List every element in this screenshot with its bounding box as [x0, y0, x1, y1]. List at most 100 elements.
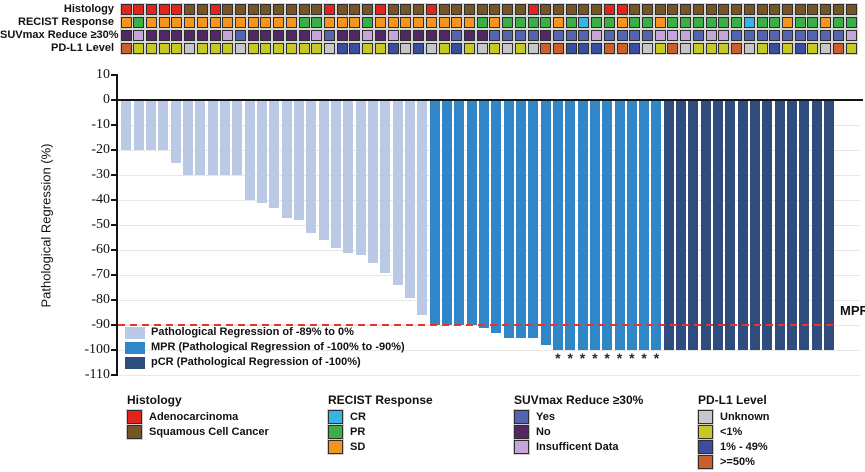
asterisk: * — [579, 350, 586, 366]
gridline — [118, 174, 860, 176]
bar — [293, 100, 304, 220]
recist-response-cell — [845, 17, 857, 28]
histology-cell — [832, 4, 844, 15]
legend-item-label: >=50% — [720, 456, 755, 468]
plot-legend-swatch — [125, 357, 145, 369]
histology-cell — [476, 4, 488, 15]
recist-response-cell — [349, 17, 361, 28]
suvmax-reduce-cell — [616, 30, 628, 41]
plot-legend-swatch — [125, 342, 145, 354]
suvmax-reduce-cell — [273, 30, 285, 41]
pdl1-level-cell — [807, 43, 819, 54]
y-tick — [111, 274, 117, 276]
pdl1-level-cell — [184, 43, 196, 54]
legend-swatch — [328, 440, 343, 454]
suvmax-reduce-cell — [196, 30, 208, 41]
histology-cell — [120, 4, 132, 15]
recist-response-cell — [451, 17, 463, 28]
recist-response-cell — [591, 17, 603, 28]
recist-response-cell — [514, 17, 526, 28]
legend-swatch — [127, 425, 142, 439]
histology-cell — [591, 4, 603, 15]
histology-cell — [374, 4, 386, 15]
pdl1-level-cell — [463, 43, 475, 54]
mpr-label: MPR — [840, 303, 865, 318]
histology-cell — [184, 4, 196, 15]
histology-cell — [731, 4, 743, 15]
y-tick-label: -70 — [91, 266, 110, 282]
legend-swatch — [514, 425, 529, 439]
bar — [417, 100, 428, 315]
pdl1-level-cell — [247, 43, 259, 54]
bar — [478, 100, 489, 328]
suvmax-reduce-cell — [820, 30, 832, 41]
y-tick — [111, 174, 117, 176]
bar — [355, 100, 366, 255]
bar — [219, 100, 230, 175]
track-label-pdl1-level: PD-L1 Level — [51, 42, 114, 54]
pdl1-level-cell — [311, 43, 323, 54]
suvmax-reduce-cell — [680, 30, 692, 41]
bar — [195, 100, 206, 175]
bar — [552, 100, 563, 350]
pdl1-level-cell — [781, 43, 793, 54]
legend-swatch — [514, 440, 529, 454]
bar — [787, 100, 798, 350]
bar — [737, 100, 748, 350]
histology-cell — [820, 4, 832, 15]
legend-item-label: CR — [350, 411, 366, 423]
pdl1-level-cell — [400, 43, 412, 54]
bar — [318, 100, 329, 240]
bar — [528, 100, 539, 338]
recist-response-cell — [120, 17, 132, 28]
bar — [676, 100, 687, 350]
y-tick-label: -50 — [91, 216, 110, 232]
suvmax-reduce-cell — [222, 30, 234, 41]
recist-response-cell — [756, 17, 768, 28]
legend-title-pdl1-level: PD-L1 Level — [698, 393, 767, 407]
bar — [750, 100, 761, 350]
pdl1-level-cell — [552, 43, 564, 54]
bar — [441, 100, 452, 325]
recist-response-cell — [807, 17, 819, 28]
bar — [244, 100, 255, 200]
plot-legend-label: MPR (Pathological Regression of -100% to… — [151, 341, 405, 353]
y-tick — [111, 74, 117, 76]
histology-cell — [540, 4, 552, 15]
legend-title-histology: Histology — [127, 393, 182, 407]
pdl1-level-cell — [234, 43, 246, 54]
bar — [688, 100, 699, 350]
pdl1-level-cell — [273, 43, 285, 54]
bar — [380, 100, 391, 273]
mpr-threshold-line — [118, 324, 838, 326]
y-tick-label: -30 — [91, 166, 110, 182]
legend-swatch — [127, 410, 142, 424]
y-axis-title: Pathological Regression (%) — [38, 143, 54, 308]
recist-response-cell — [158, 17, 170, 28]
pdl1-level-cell — [540, 43, 552, 54]
pdl1-level-cell — [731, 43, 743, 54]
suvmax-reduce-cell — [133, 30, 145, 41]
legend-swatch — [698, 410, 713, 424]
bar — [170, 100, 181, 163]
plot-legend-swatch — [125, 327, 145, 339]
pdl1-level-cell — [336, 43, 348, 54]
histology-cell — [756, 4, 768, 15]
legend-item-label: No — [536, 426, 551, 438]
suvmax-reduce-cell — [171, 30, 183, 41]
histology-cell — [438, 4, 450, 15]
histology-cell — [425, 4, 437, 15]
y-tick-label: 0 — [103, 91, 110, 107]
suvmax-reduce-cell — [502, 30, 514, 41]
bar — [824, 100, 835, 350]
pdl1-level-cell — [451, 43, 463, 54]
suvmax-reduce-cell — [731, 30, 743, 41]
pdl1-level-cell — [667, 43, 679, 54]
zero-line — [117, 99, 863, 101]
bar — [663, 100, 674, 350]
pdl1-level-cell — [133, 43, 145, 54]
histology-cell — [273, 4, 285, 15]
bar — [207, 100, 218, 175]
suvmax-reduce-cell — [400, 30, 412, 41]
bar — [762, 100, 773, 350]
